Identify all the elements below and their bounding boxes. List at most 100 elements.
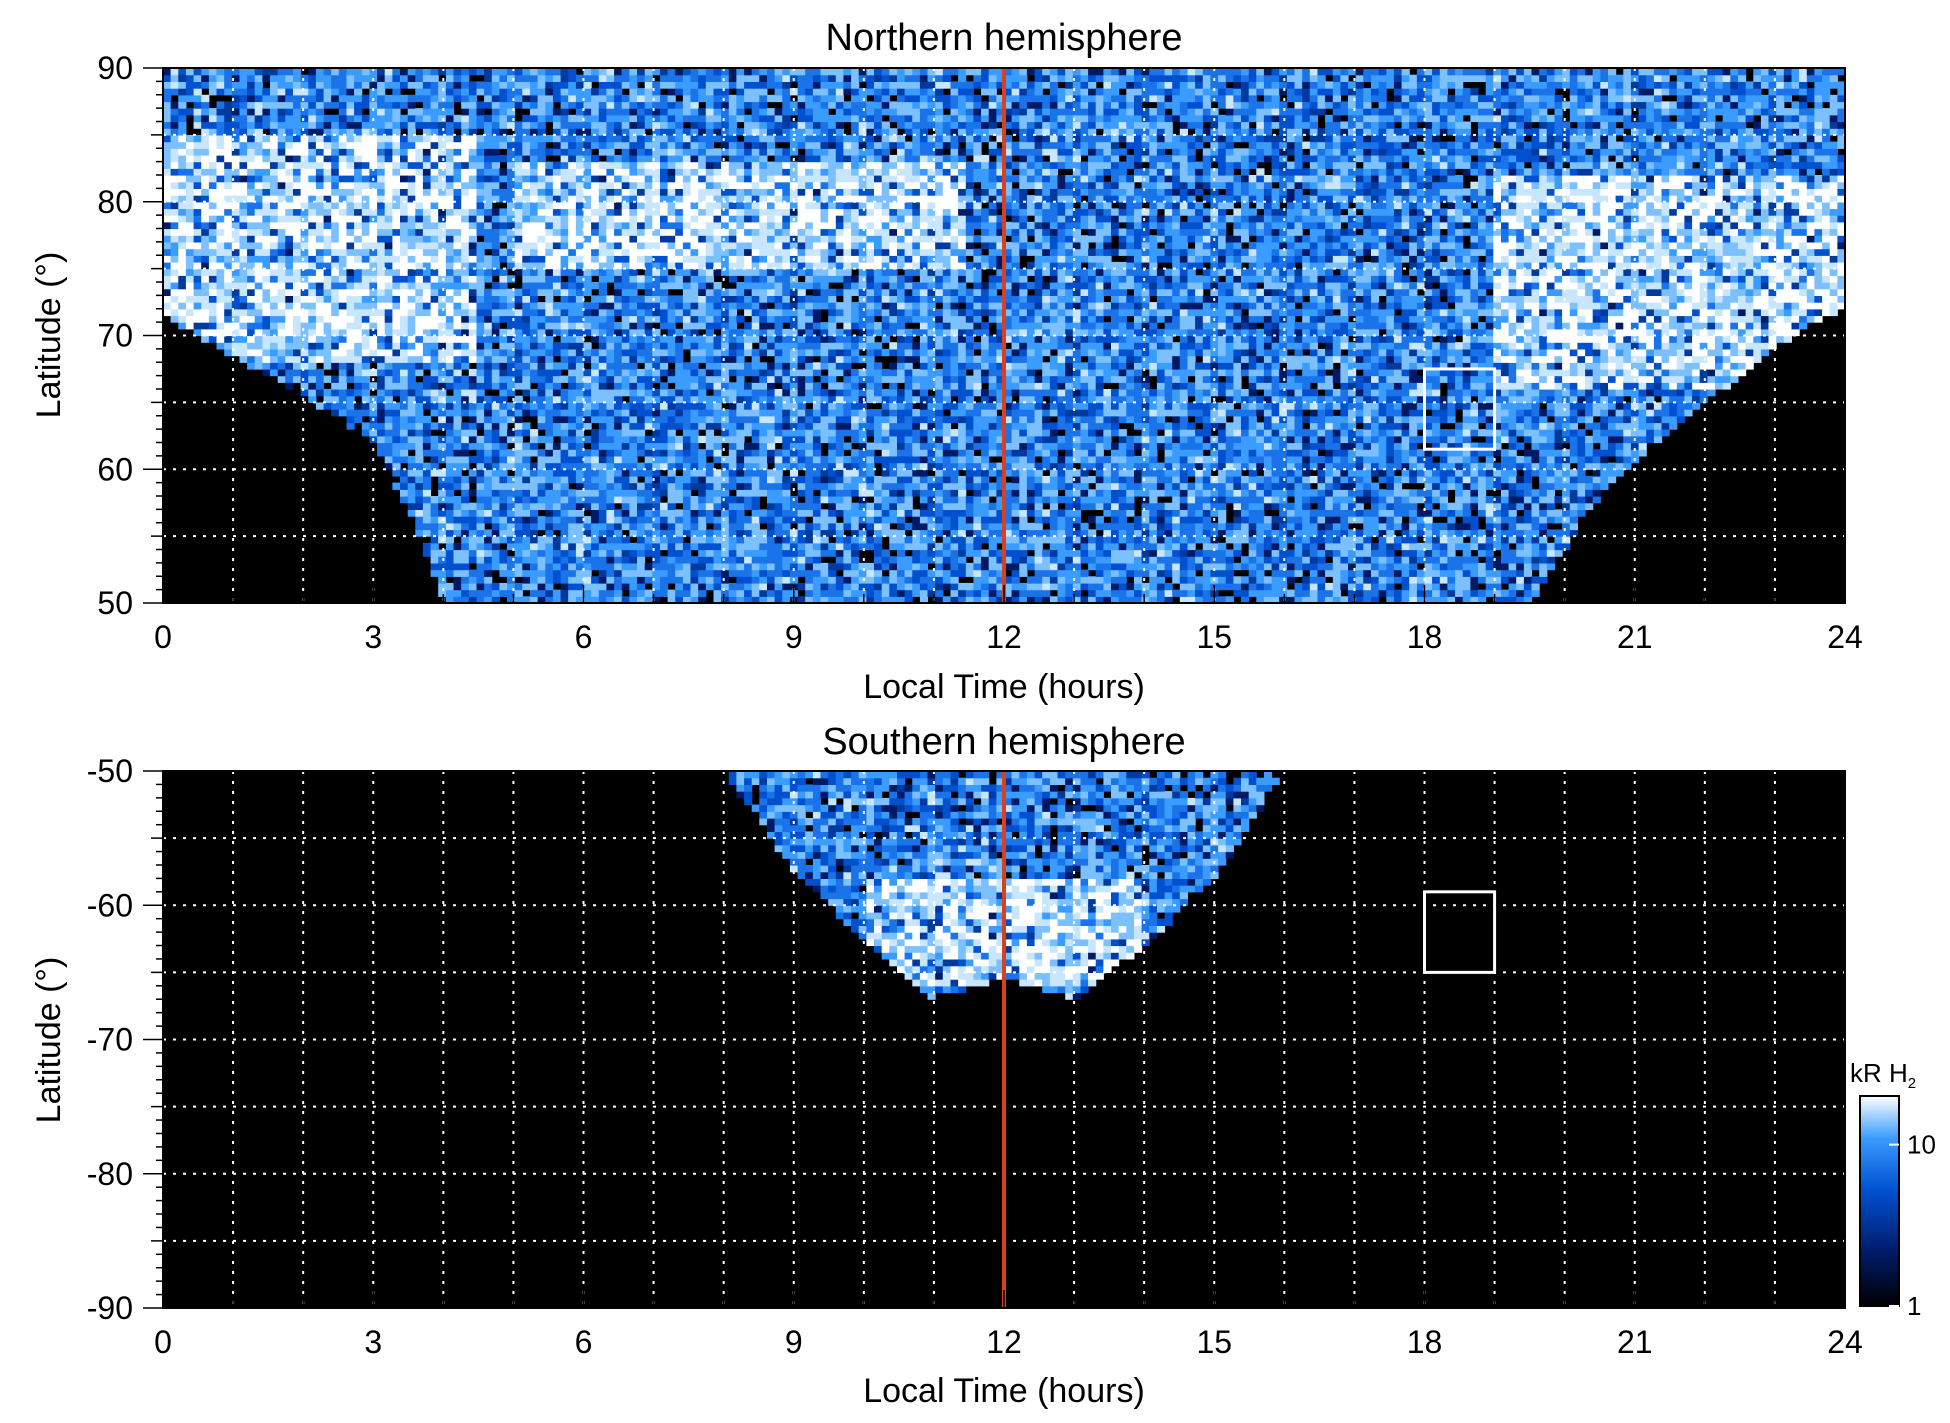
emission-cell	[331, 349, 339, 356]
emission-cell	[515, 496, 523, 503]
emission-cell	[645, 202, 653, 209]
emission-cell	[744, 275, 752, 282]
emission-cell	[477, 122, 485, 129]
emission-cell	[599, 235, 607, 242]
emission-cell	[561, 503, 569, 510]
emission-cell	[392, 155, 400, 162]
emission-cell	[354, 295, 362, 302]
emission-cell	[201, 269, 209, 276]
emission-cell	[568, 436, 576, 443]
emission-cell	[186, 302, 194, 309]
emission-cell	[698, 155, 706, 162]
emission-cell	[706, 115, 714, 122]
emission-cell	[255, 282, 263, 289]
emission-cell	[584, 543, 592, 550]
emission-cell	[454, 135, 462, 142]
emission-cell	[178, 242, 186, 249]
emission-cell	[706, 155, 714, 162]
emission-cell	[706, 563, 714, 570]
emission-cell	[423, 135, 431, 142]
emission-cell	[614, 95, 622, 102]
emission-cell	[301, 275, 309, 282]
emission-cell	[499, 369, 507, 376]
emission-cell	[324, 302, 332, 309]
emission-cell	[637, 162, 645, 169]
emission-cell	[278, 255, 286, 262]
emission-cell	[354, 315, 362, 322]
emission-cell	[683, 269, 691, 276]
emission-cell	[339, 322, 347, 329]
emission-cell	[522, 556, 530, 563]
emission-cell	[178, 148, 186, 155]
emission-cell	[606, 422, 614, 429]
emission-cell	[515, 168, 523, 175]
emission-cell	[675, 516, 683, 523]
emission-cell	[553, 550, 561, 557]
emission-cell	[561, 182, 569, 189]
emission-cell	[354, 242, 362, 249]
emission-cell	[385, 336, 393, 343]
emission-cell	[209, 255, 217, 262]
emission-cell	[316, 68, 324, 75]
emission-cell	[423, 75, 431, 82]
emission-cell	[377, 75, 385, 82]
emission-cell	[499, 389, 507, 396]
emission-cell	[660, 289, 668, 296]
emission-cell	[683, 483, 691, 490]
emission-cell	[262, 182, 270, 189]
emission-cell	[331, 242, 339, 249]
emission-cell	[515, 182, 523, 189]
emission-cell	[553, 249, 561, 256]
emission-cell	[736, 81, 744, 88]
emission-cell	[629, 550, 637, 557]
emission-cell	[683, 188, 691, 195]
emission-cell	[392, 322, 400, 329]
emission-cell	[201, 235, 209, 242]
emission-cell	[316, 302, 324, 309]
emission-cell	[392, 115, 400, 122]
emission-cell	[194, 88, 202, 95]
emission-cell	[408, 142, 416, 149]
emission-cell	[736, 202, 744, 209]
emission-cell	[591, 229, 599, 236]
emission-cell	[606, 101, 614, 108]
emission-cell	[324, 255, 332, 262]
emission-cell	[484, 436, 492, 443]
emission-cell	[714, 235, 722, 242]
emission-cell	[316, 162, 324, 169]
emission-cell	[339, 75, 347, 82]
emission-cell	[629, 208, 637, 215]
emission-cell	[545, 135, 553, 142]
emission-cell	[499, 382, 507, 389]
emission-cell	[599, 242, 607, 249]
emission-cell	[278, 369, 286, 376]
emission-cell	[339, 389, 347, 396]
emission-cell	[362, 275, 370, 282]
emission-cell	[362, 75, 370, 82]
emission-cell	[729, 142, 737, 149]
emission-cell	[301, 148, 309, 155]
emission-cell	[606, 356, 614, 363]
emission-cell	[301, 222, 309, 229]
emission-cell	[645, 108, 653, 115]
emission-cell	[240, 182, 248, 189]
emission-cell	[629, 135, 637, 142]
emission-cell	[714, 188, 722, 195]
emission-cell	[691, 275, 699, 282]
emission-cell	[262, 369, 270, 376]
emission-cell	[622, 443, 630, 450]
emission-cell	[362, 376, 370, 383]
emission-cell	[262, 175, 270, 182]
emission-cell	[408, 122, 416, 129]
emission-cell	[392, 315, 400, 322]
emission-cell	[469, 175, 477, 182]
emission-cell	[392, 402, 400, 409]
emission-cell	[423, 443, 431, 450]
emission-cell	[584, 155, 592, 162]
emission-cell	[721, 543, 729, 550]
emission-cell	[278, 376, 286, 383]
emission-cell	[599, 456, 607, 463]
emission-cell	[492, 315, 500, 322]
emission-cell	[668, 249, 676, 256]
emission-cell	[683, 302, 691, 309]
